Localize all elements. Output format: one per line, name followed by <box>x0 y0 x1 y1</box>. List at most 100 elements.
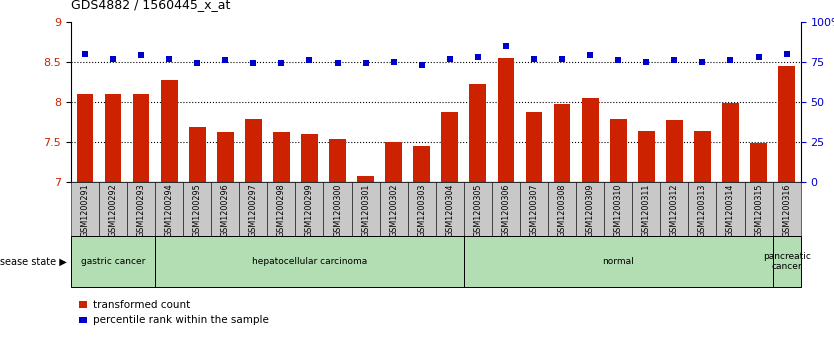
Point <box>611 57 625 63</box>
Point <box>190 60 203 66</box>
Bar <box>464 236 772 287</box>
Bar <box>666 120 683 182</box>
Text: GSM1200307: GSM1200307 <box>530 183 539 237</box>
Bar <box>745 182 772 236</box>
Bar <box>441 112 458 182</box>
Bar <box>716 182 745 236</box>
Bar <box>245 119 262 182</box>
Bar <box>239 182 268 236</box>
Bar <box>581 98 599 182</box>
Text: hepatocellular carcinoma: hepatocellular carcinoma <box>252 257 367 266</box>
Point <box>134 52 148 58</box>
Text: GSM1200308: GSM1200308 <box>558 183 566 237</box>
Bar <box>71 182 99 236</box>
Point <box>696 59 709 65</box>
Bar <box>77 94 93 182</box>
Text: GSM1200313: GSM1200313 <box>698 183 707 237</box>
Bar <box>127 182 155 236</box>
Point <box>724 57 737 63</box>
Bar <box>435 182 464 236</box>
Text: GSM1200305: GSM1200305 <box>474 183 482 237</box>
Bar <box>520 182 548 236</box>
Text: gastric cancer: gastric cancer <box>81 257 145 266</box>
Point <box>359 60 372 66</box>
Point <box>219 57 232 63</box>
Text: GSM1200291: GSM1200291 <box>80 183 89 237</box>
Point <box>668 57 681 63</box>
Text: GSM1200302: GSM1200302 <box>389 183 398 237</box>
Bar <box>104 94 122 182</box>
Bar <box>638 131 655 182</box>
Bar <box>155 182 183 236</box>
Text: GSM1200312: GSM1200312 <box>670 183 679 237</box>
Point <box>584 52 597 58</box>
Point <box>303 57 316 63</box>
Bar <box>772 236 801 287</box>
Text: GSM1200295: GSM1200295 <box>193 183 202 237</box>
Text: GSM1200298: GSM1200298 <box>277 183 286 237</box>
Text: GSM1200292: GSM1200292 <box>108 183 118 237</box>
Bar <box>498 58 515 182</box>
Point <box>443 56 456 61</box>
Text: GSM1200301: GSM1200301 <box>361 183 370 237</box>
Text: GDS4882 / 1560445_x_at: GDS4882 / 1560445_x_at <box>71 0 230 11</box>
Bar <box>750 143 767 182</box>
Text: GSM1200300: GSM1200300 <box>333 183 342 237</box>
Bar <box>273 132 290 182</box>
Bar <box>155 236 464 287</box>
Point <box>527 56 540 61</box>
Point <box>331 60 344 66</box>
Text: GSM1200316: GSM1200316 <box>782 183 791 237</box>
Point <box>780 51 793 57</box>
Text: pancreatic
cancer: pancreatic cancer <box>762 252 811 271</box>
Text: GSM1200304: GSM1200304 <box>445 183 455 237</box>
Point <box>415 62 429 68</box>
Point <box>387 59 400 65</box>
Bar <box>385 142 402 182</box>
Bar <box>329 139 346 182</box>
Bar <box>295 182 324 236</box>
Text: GSM1200294: GSM1200294 <box>164 183 173 237</box>
Text: normal: normal <box>602 257 634 266</box>
Bar <box>661 182 688 236</box>
Bar <box>548 182 576 236</box>
Point <box>274 60 288 66</box>
Point <box>247 60 260 66</box>
Text: GSM1200315: GSM1200315 <box>754 183 763 237</box>
Bar <box>694 131 711 182</box>
Point <box>500 43 513 49</box>
Text: percentile rank within the sample: percentile rank within the sample <box>93 315 269 325</box>
Bar <box>324 182 352 236</box>
Bar <box>352 182 379 236</box>
Text: GSM1200311: GSM1200311 <box>642 183 651 237</box>
Bar <box>778 66 795 182</box>
Point <box>640 59 653 65</box>
Point <box>471 54 485 60</box>
Bar <box>217 132 234 182</box>
Bar <box>632 182 661 236</box>
Bar <box>408 182 435 236</box>
Bar <box>554 104 570 182</box>
Bar <box>610 119 626 182</box>
Point <box>106 56 119 61</box>
Text: transformed count: transformed count <box>93 299 191 310</box>
Text: GSM1200296: GSM1200296 <box>221 183 229 237</box>
Bar <box>525 112 542 182</box>
Point <box>752 54 766 60</box>
Text: disease state ▶: disease state ▶ <box>0 256 67 266</box>
Bar <box>161 80 178 182</box>
Bar <box>183 182 211 236</box>
Bar <box>576 182 604 236</box>
Bar <box>99 182 127 236</box>
Bar <box>357 176 374 182</box>
Bar <box>470 84 486 182</box>
Point <box>163 56 176 61</box>
Bar <box>71 236 155 287</box>
Text: GSM1200297: GSM1200297 <box>249 183 258 237</box>
Bar <box>188 127 206 182</box>
Text: GSM1200303: GSM1200303 <box>417 183 426 237</box>
Bar <box>772 182 801 236</box>
Bar <box>722 103 739 182</box>
Bar <box>301 134 318 182</box>
Bar <box>688 182 716 236</box>
